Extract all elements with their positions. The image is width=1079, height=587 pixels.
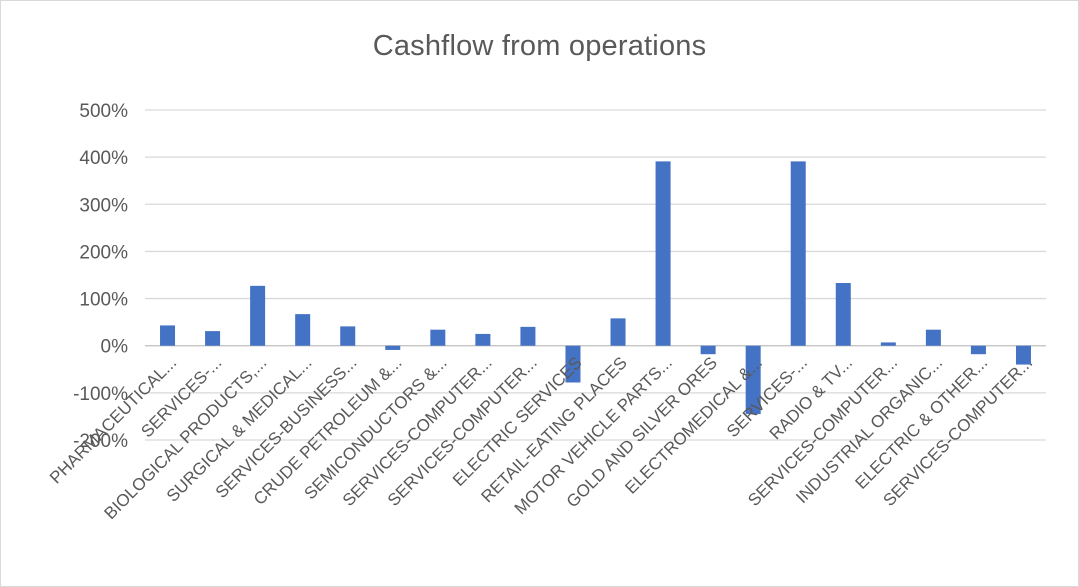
bar: [970, 345, 986, 355]
bar: [745, 345, 761, 415]
bar: [835, 283, 851, 346]
y-tick-label: 500%: [79, 101, 128, 122]
y-tick-label: 400%: [79, 148, 128, 169]
y-tick-label: 0%: [101, 337, 129, 358]
y-tick-label: -100%: [73, 384, 128, 405]
y-tick-label: 300%: [79, 195, 128, 216]
bar: [880, 342, 896, 346]
bar: [520, 326, 536, 346]
bar: [565, 345, 581, 383]
bars: [160, 161, 1031, 415]
bar: [655, 161, 671, 346]
bar: [610, 318, 626, 346]
y-tick-label: 100%: [79, 290, 128, 311]
bar: [790, 161, 806, 346]
x-axis-category-labels: PHARMACEUTICAL...SERVICES-...BIOLOGICAL …: [46, 353, 1036, 523]
bar: [430, 329, 446, 346]
bar: [700, 345, 716, 355]
gridlines: [145, 109, 1046, 441]
y-tick-label: -200%: [73, 431, 128, 452]
y-tick-label: 200%: [79, 242, 128, 263]
bar: [250, 285, 266, 346]
bar: [340, 326, 356, 346]
bar: [385, 345, 401, 350]
y-axis-tick-labels: 500% 400% 300% 200% 100% 0% -100% -200%: [73, 101, 128, 452]
chart-title: Cashflow from operations: [372, 30, 707, 62]
bar: [205, 331, 221, 346]
bar: [475, 333, 491, 346]
bar: [160, 325, 176, 346]
bar: [295, 314, 311, 346]
bar: [1015, 345, 1031, 365]
bar: [925, 329, 941, 346]
